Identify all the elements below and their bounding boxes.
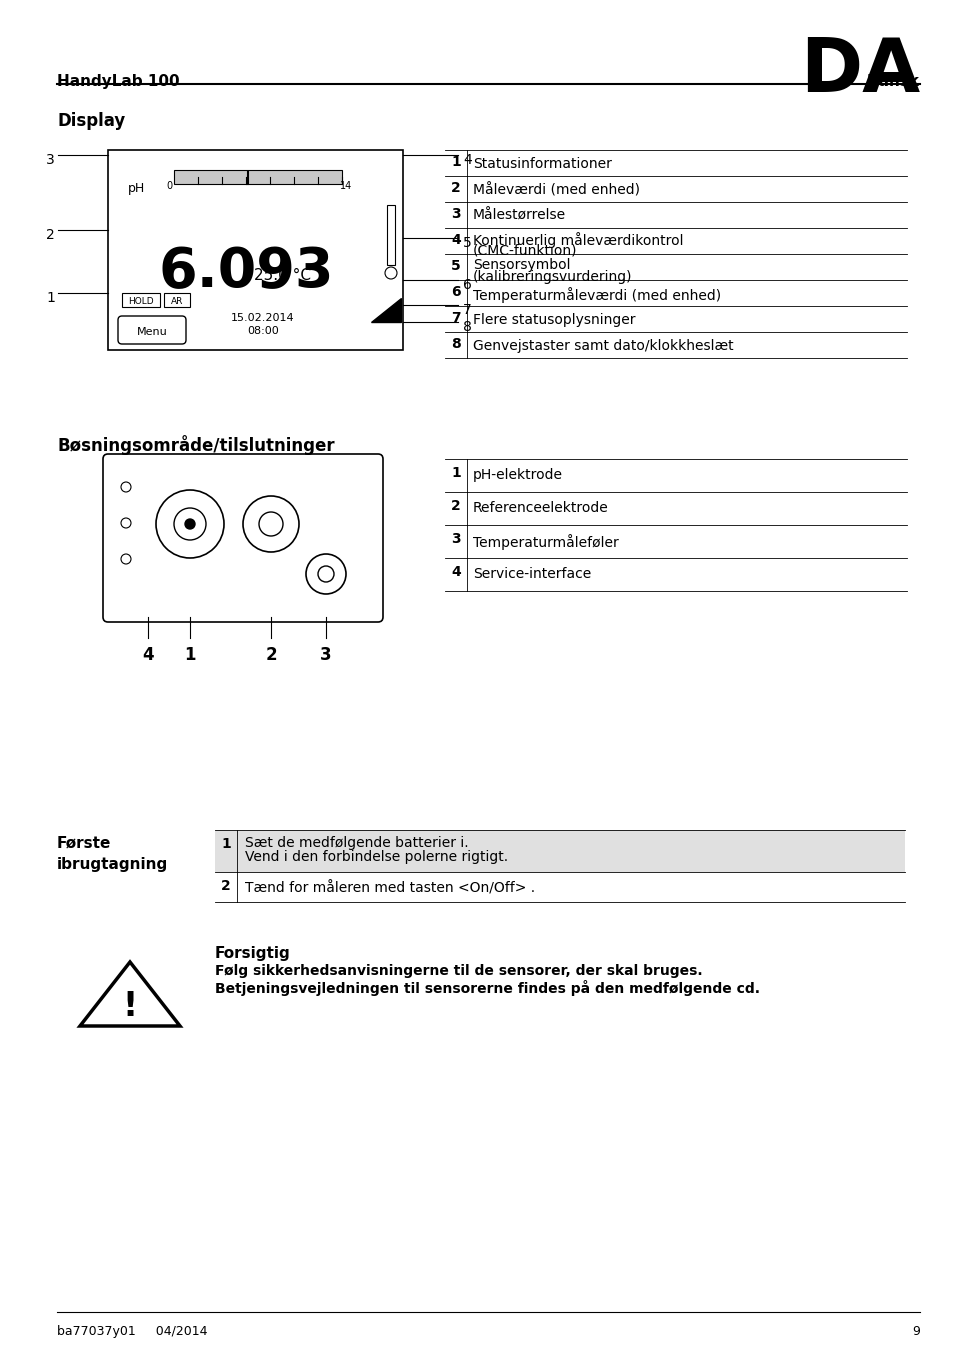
Text: Menu: Menu (136, 327, 167, 338)
Text: Temperaturmåleføler: Temperaturmåleføler (473, 535, 618, 549)
Text: 8: 8 (462, 320, 472, 333)
Bar (214, 830, 904, 872)
Text: 3: 3 (320, 647, 332, 664)
Bar (164, 293, 190, 306)
Text: Bøsningsområde/tilslutninger: Bøsningsområde/tilslutninger (57, 435, 335, 455)
Text: 4: 4 (451, 566, 460, 579)
Text: 1: 1 (451, 466, 460, 481)
Text: Dansk: Dansk (866, 74, 919, 89)
Text: Display: Display (57, 112, 125, 130)
Text: 7: 7 (462, 302, 471, 317)
Text: 2: 2 (451, 500, 460, 513)
Bar (122, 293, 160, 306)
Text: 2: 2 (46, 228, 54, 242)
Text: 4: 4 (451, 234, 460, 247)
Text: Kontinuerlig måleværdikontrol: Kontinuerlig måleværdikontrol (473, 232, 682, 248)
Text: 2: 2 (265, 647, 276, 664)
Text: 9: 9 (911, 1324, 919, 1338)
Text: Genvejstaster samt dato/klokkheslæt: Genvejstaster samt dato/klokkheslæt (473, 339, 733, 352)
Text: Målestørrelse: Målestørrelse (473, 209, 565, 223)
Text: 4: 4 (462, 153, 471, 167)
Text: Statusinformationer: Statusinformationer (473, 157, 611, 171)
Text: Referenceelektrode: Referenceelektrode (473, 501, 608, 514)
Polygon shape (371, 298, 400, 323)
Text: Forsigtig: Forsigtig (214, 946, 291, 961)
Polygon shape (80, 963, 180, 1026)
Text: Første
ibrugtagning: Første ibrugtagning (57, 836, 168, 872)
Text: Vend i den forbindelse polerne rigtigt.: Vend i den forbindelse polerne rigtigt. (245, 850, 508, 864)
Text: 1: 1 (184, 647, 195, 664)
Text: 15.02.2014: 15.02.2014 (231, 313, 294, 323)
Text: 8: 8 (451, 338, 460, 351)
Bar (387, 205, 395, 265)
Text: 08:00: 08:00 (247, 325, 278, 336)
Text: HOLD: HOLD (128, 297, 153, 306)
Text: 5: 5 (462, 236, 471, 250)
Bar (108, 150, 402, 350)
Bar (173, 170, 341, 184)
Text: 7: 7 (451, 310, 460, 325)
Text: 3: 3 (451, 207, 460, 221)
Text: Service-interface: Service-interface (473, 567, 591, 580)
Text: Flere statusoplysninger: Flere statusoplysninger (473, 313, 635, 327)
Circle shape (185, 518, 194, 529)
Text: DA: DA (799, 35, 919, 108)
Text: 2: 2 (451, 181, 460, 194)
Text: Temperaturmåleværdi (med enhed): Temperaturmåleværdi (med enhed) (473, 288, 720, 302)
Text: 6: 6 (462, 278, 472, 292)
Text: 2: 2 (221, 879, 231, 892)
Text: 1: 1 (46, 292, 55, 305)
Text: 6: 6 (451, 285, 460, 298)
Text: Måleværdi (med enhed): Måleværdi (med enhed) (473, 184, 639, 197)
Text: Sæt de medfølgende batterier i.: Sæt de medfølgende batterier i. (245, 836, 468, 850)
Text: HandyLab 100: HandyLab 100 (57, 74, 179, 89)
Text: (CMC-funktion): (CMC-funktion) (473, 244, 577, 258)
Text: ba77037y01     04/2014: ba77037y01 04/2014 (57, 1324, 208, 1338)
Text: !: ! (122, 990, 137, 1022)
Text: pH: pH (128, 182, 145, 194)
Text: 0: 0 (166, 181, 172, 190)
FancyBboxPatch shape (118, 316, 186, 344)
Text: Tænd for måleren med tasten <On/Off> .: Tænd for måleren med tasten <On/Off> . (245, 882, 535, 895)
FancyBboxPatch shape (103, 454, 382, 622)
Text: Betjeningsvejledningen til sensorerne findes på den medfølgende cd.: Betjeningsvejledningen til sensorerne fi… (214, 980, 760, 996)
Text: 14: 14 (339, 181, 352, 190)
Text: (kalibreringsvurdering): (kalibreringsvurdering) (473, 270, 632, 284)
Text: 5: 5 (451, 259, 460, 273)
Text: 1: 1 (221, 837, 231, 850)
Text: 25.0 °C: 25.0 °C (254, 269, 312, 284)
Text: 3: 3 (46, 153, 54, 167)
Text: AR: AR (171, 297, 183, 306)
Text: 6.093: 6.093 (158, 244, 334, 298)
Bar (214, 872, 904, 902)
Text: Sensorsymbol: Sensorsymbol (473, 258, 570, 271)
Text: 3: 3 (451, 532, 460, 545)
Text: 4: 4 (142, 647, 153, 664)
Text: pH-elektrode: pH-elektrode (473, 468, 562, 482)
Text: Følg sikkerhedsanvisningerne til de sensorer, der skal bruges.: Følg sikkerhedsanvisningerne til de sens… (214, 964, 702, 977)
Text: 1: 1 (451, 155, 460, 169)
